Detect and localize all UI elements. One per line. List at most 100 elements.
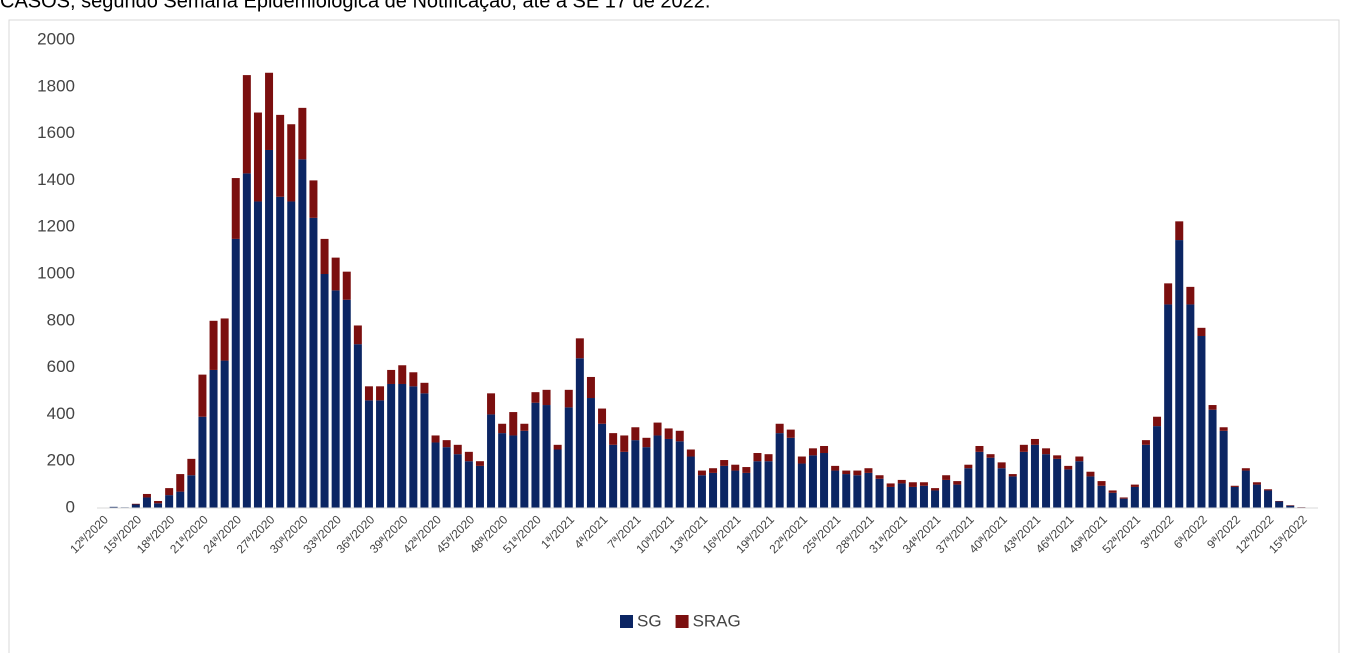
bar-segment bbox=[698, 475, 706, 508]
bar-segment bbox=[1020, 452, 1028, 508]
bar-segment bbox=[1220, 427, 1228, 431]
bar-segment bbox=[631, 427, 639, 440]
y-tick-label: 200 bbox=[47, 451, 75, 470]
bar-segment bbox=[787, 430, 795, 438]
bar-segment bbox=[1020, 445, 1028, 452]
bar-segment bbox=[1142, 440, 1150, 445]
bar-segment bbox=[443, 440, 451, 447]
legend-label: SG bbox=[637, 611, 662, 630]
bar-segment bbox=[975, 452, 983, 508]
bar-segment bbox=[420, 383, 428, 394]
bar-segment bbox=[1031, 439, 1039, 445]
bar-segment bbox=[387, 370, 395, 384]
bar-segment bbox=[876, 479, 884, 508]
bar-segment bbox=[1275, 501, 1283, 508]
bar-segment bbox=[909, 482, 917, 487]
bar-segment bbox=[998, 462, 1006, 468]
bar-segment bbox=[221, 318, 229, 360]
bar-segment bbox=[232, 178, 240, 239]
bar-segment bbox=[531, 403, 539, 508]
bar-segment bbox=[598, 424, 606, 508]
bar-segment bbox=[287, 201, 295, 508]
bar-segment bbox=[1231, 487, 1239, 508]
bar-segment bbox=[454, 445, 462, 454]
bar-segment bbox=[598, 409, 606, 424]
bar-segment bbox=[354, 344, 362, 508]
bar-segment bbox=[1120, 497, 1128, 498]
bar-segment bbox=[409, 372, 417, 386]
bar-segment bbox=[1264, 489, 1272, 490]
bar-segment bbox=[898, 483, 906, 508]
bar-segment bbox=[420, 393, 428, 508]
bar-segment bbox=[587, 377, 595, 398]
bar-segment bbox=[1053, 455, 1061, 459]
x-tick-label: 3ª/2022 bbox=[1138, 512, 1177, 551]
bar-segment bbox=[1075, 461, 1083, 508]
y-tick-label: 600 bbox=[47, 357, 75, 376]
bar-segment bbox=[187, 475, 195, 508]
bar-segment bbox=[254, 113, 262, 202]
bar-segment bbox=[376, 386, 384, 400]
bar-segment bbox=[864, 468, 872, 473]
x-tick-label: 4ª/2021 bbox=[571, 512, 610, 551]
bar-segment bbox=[742, 467, 750, 473]
bar-segment bbox=[1231, 486, 1239, 487]
bar-segment bbox=[543, 405, 551, 508]
legend-swatch bbox=[676, 615, 689, 628]
bar-segment bbox=[931, 488, 939, 490]
bar-segment bbox=[132, 504, 140, 508]
bar-segment bbox=[953, 485, 961, 508]
bar-segment bbox=[1153, 417, 1161, 426]
bar-segment bbox=[309, 218, 317, 508]
bar-segment bbox=[964, 468, 972, 508]
y-tick-label: 1800 bbox=[37, 76, 75, 95]
bar-segment bbox=[343, 272, 351, 300]
bar-segment bbox=[687, 457, 695, 508]
bar-segment bbox=[1197, 328, 1205, 336]
bar-segment bbox=[609, 445, 617, 508]
bar-segment bbox=[509, 435, 517, 508]
bar-segment bbox=[487, 393, 495, 414]
bar-segment bbox=[975, 446, 983, 452]
bar-segment bbox=[165, 495, 173, 508]
bar-segment bbox=[820, 453, 828, 508]
bar-segment bbox=[964, 465, 972, 469]
bar-segment bbox=[1164, 283, 1172, 304]
bar-segment bbox=[498, 424, 506, 433]
bar-segment bbox=[321, 274, 329, 508]
bar-segment bbox=[1009, 476, 1017, 508]
bar-segment bbox=[853, 471, 861, 476]
bar-segment bbox=[909, 487, 917, 508]
bar-segment bbox=[487, 414, 495, 508]
bar-segment bbox=[432, 442, 440, 508]
bar-segment bbox=[1220, 431, 1228, 508]
bar-segment bbox=[931, 490, 939, 508]
bar-segment bbox=[465, 461, 473, 508]
bar-segment bbox=[1253, 482, 1261, 484]
bar-segment bbox=[642, 447, 650, 508]
bar-segment bbox=[176, 492, 184, 508]
bar-segment bbox=[753, 461, 761, 508]
bar-segment bbox=[398, 365, 406, 384]
bar-segment bbox=[864, 473, 872, 508]
bar-segment bbox=[498, 433, 506, 508]
bar-segment bbox=[576, 358, 584, 508]
bar-segment bbox=[676, 431, 684, 442]
bar-segment bbox=[620, 452, 628, 508]
bar-segment bbox=[276, 197, 284, 508]
bar-segment bbox=[1064, 466, 1072, 470]
bar-segment bbox=[198, 375, 206, 417]
bar-segment bbox=[1164, 304, 1172, 508]
bar-segment bbox=[432, 435, 440, 442]
bar-segment bbox=[387, 384, 395, 508]
bar-segment bbox=[809, 448, 817, 455]
bar-segment bbox=[143, 497, 151, 508]
bar-segment bbox=[298, 108, 306, 159]
bar-segment bbox=[365, 400, 373, 508]
bar-segment bbox=[620, 435, 628, 451]
y-tick-label: 1600 bbox=[37, 123, 75, 142]
bar-segment bbox=[132, 504, 140, 505]
bar-segment bbox=[354, 325, 362, 344]
bar-segment bbox=[920, 482, 928, 486]
bar-segment bbox=[987, 454, 995, 458]
